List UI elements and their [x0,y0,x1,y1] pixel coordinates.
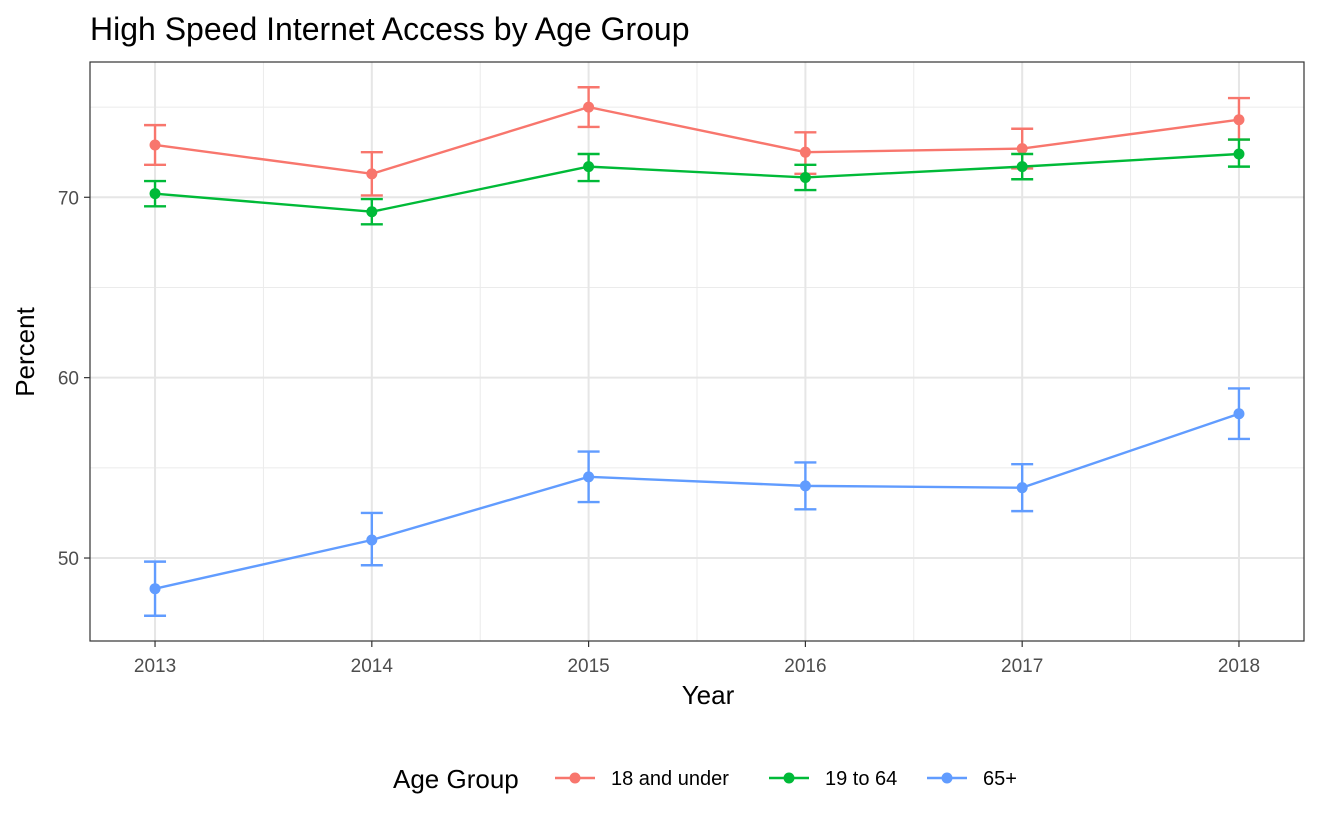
chart-title: High Speed Internet Access by Age Group [90,11,689,47]
y-tick-label: 70 [58,188,79,209]
x-tick-label: 2017 [1001,656,1043,677]
x-tick-label: 2014 [351,656,394,677]
data-point [366,534,378,546]
data-point [799,171,811,183]
series-line [154,152,1240,213]
legend-key-point [569,772,581,784]
x-axis: 2013 2014 2015 2016 2017 2018 [134,641,1260,677]
data-point [799,480,811,492]
data-point [149,583,161,595]
x-tick-label: 2018 [1218,656,1260,677]
series-2 [144,387,1250,617]
data-point [1233,148,1245,160]
data-point [1233,114,1245,126]
data-point [1016,161,1028,173]
data-point [366,168,378,180]
legend-item: 18 and under [555,768,729,790]
legend-key-point [941,772,953,784]
x-tick-label: 2015 [567,656,609,677]
series-line [154,105,1240,176]
data-point [1016,143,1028,155]
data-point [366,206,378,218]
data-point [1233,408,1245,420]
y-axis: 50 60 70 [58,188,90,570]
data-point [583,161,595,173]
series-1 [144,138,1250,226]
legend: Age Group 18 and under 19 to 64 65+ [393,764,1017,794]
legend-label: 65+ [983,768,1017,790]
data-point [149,139,161,151]
series-line [154,412,1240,590]
data-point [583,471,595,483]
series-layer [144,86,1250,617]
y-axis-title: Percent [10,306,40,396]
legend-title: Age Group [393,764,519,794]
data-point [149,188,161,200]
data-point [1016,482,1028,494]
x-tick-label: 2016 [784,656,826,677]
x-axis-title: Year [682,680,735,710]
legend-item: 65+ [927,768,1017,790]
legend-item: 19 to 64 [769,768,897,790]
legend-key-point [783,772,795,784]
data-point [583,101,595,113]
panel-border [89,61,1305,642]
legend-label: 19 to 64 [825,768,897,790]
legend-label: 18 and under [611,768,729,790]
x-tick-label: 2013 [134,656,176,677]
grid-minor [90,62,1304,641]
data-point [799,146,811,158]
y-tick-label: 60 [58,369,79,390]
series-0 [144,86,1250,197]
y-tick-label: 50 [58,549,79,570]
